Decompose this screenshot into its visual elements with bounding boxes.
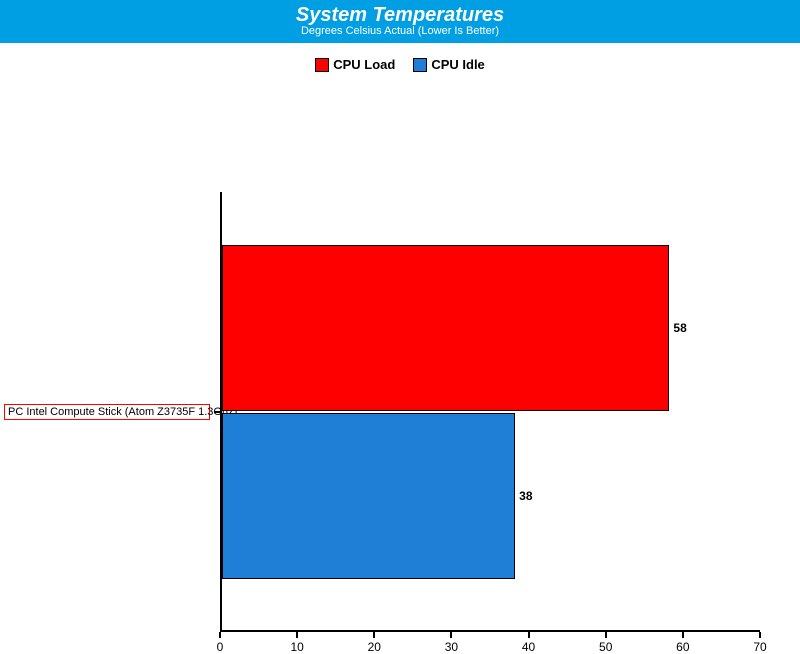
bar-cpu-load: [222, 245, 669, 411]
x-tick-label: 40: [522, 640, 535, 654]
legend-swatch: [413, 58, 427, 72]
chart-header: System Temperatures Degrees Celsius Actu…: [0, 0, 800, 43]
legend-label: CPU Load: [333, 57, 395, 72]
legend-label: CPU Idle: [431, 57, 484, 72]
chart-title: System Temperatures: [0, 4, 800, 27]
x-tick: [528, 632, 530, 638]
x-tick: [682, 632, 684, 638]
x-tick-label: 0: [217, 640, 224, 654]
x-tick-label: 60: [676, 640, 689, 654]
bar-value-label: 58: [673, 321, 686, 335]
bar-value-label: 38: [519, 489, 532, 503]
x-tick-label: 30: [445, 640, 458, 654]
x-tick: [373, 632, 375, 638]
x-tick: [296, 632, 298, 638]
bar-cpu-idle: [222, 413, 515, 579]
category-label: PC Intel Compute Stick (Atom Z3735F 1.3G…: [4, 404, 210, 420]
x-tick-label: 10: [290, 640, 303, 654]
x-tick: [759, 632, 761, 638]
legend-item: CPU Load: [315, 57, 395, 72]
x-tick-label: 70: [753, 640, 766, 654]
x-tick: [450, 632, 452, 638]
x-tick-label: 50: [599, 640, 612, 654]
chart-subtitle: Degrees Celsius Actual (Lower Is Better): [0, 25, 800, 37]
legend: CPU Load CPU Idle: [0, 43, 800, 82]
x-tick: [219, 632, 221, 638]
x-tick: [605, 632, 607, 638]
x-tick-label: 20: [368, 640, 381, 654]
legend-item: CPU Idle: [413, 57, 484, 72]
legend-swatch: [315, 58, 329, 72]
